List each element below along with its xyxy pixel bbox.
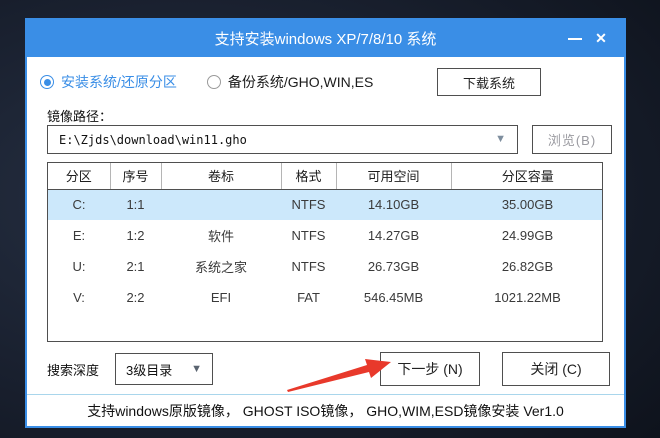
browse-button[interactable]: 浏览(B) bbox=[532, 125, 612, 154]
image-path-value: E:\Zjds\download\win11.gho bbox=[59, 132, 247, 147]
close-button[interactable]: ✕ bbox=[588, 26, 614, 52]
partition-table: 分区 序号 卷标 格式 可用空间 分区容量 C: 1:1 NTFS 14.10 bbox=[47, 162, 603, 342]
download-system-button[interactable]: 下载系统 bbox=[437, 68, 541, 96]
table-row-c[interactable]: C: 1:1 NTFS 14.10GB 35.00GB bbox=[48, 189, 602, 220]
close-window-button[interactable]: 关闭 (C) bbox=[502, 352, 610, 386]
cell-drive: E: bbox=[72, 228, 86, 243]
window-content: 安装系统/还原分区 备份系统/GHO,WIN,ES 下载系统 镜像路径： E:\… bbox=[27, 57, 624, 426]
col-header-capacity: 分区容量 bbox=[451, 163, 602, 190]
cell-volume bbox=[161, 189, 281, 220]
cell-capacity: 26.82GB bbox=[501, 259, 554, 274]
minimize-icon bbox=[568, 37, 582, 40]
cell-format: NTFS bbox=[281, 189, 336, 220]
close-icon: ✕ bbox=[595, 30, 607, 46]
col-header-format: 格式 bbox=[281, 163, 337, 190]
image-path-combobox[interactable]: E:\Zjds\download\win11.gho ▼ bbox=[47, 125, 518, 154]
search-depth-dropdown[interactable]: 3级目录 ▼ bbox=[115, 353, 213, 385]
image-path-label: 镜像路径： bbox=[47, 109, 113, 124]
cell-format: NTFS bbox=[291, 259, 326, 274]
radio-selected-icon bbox=[40, 75, 54, 89]
dropdown-arrow-icon: ▼ bbox=[191, 362, 202, 375]
cell-capacity: 24.99GB bbox=[501, 228, 554, 243]
cell-seq: 2:1 bbox=[126, 259, 145, 274]
cell-free: 14.10GB bbox=[336, 189, 451, 220]
next-step-button[interactable]: 下一步 (N) bbox=[380, 352, 480, 386]
app-window: 支持安装windows XP/7/8/10 系统 ✕ 安装系统/还原分区 备份系… bbox=[25, 18, 626, 428]
table-row-e[interactable]: E: 1:2 软件 NTFS 14.27GB 24.99GB bbox=[48, 220, 602, 251]
table-row-u[interactable]: U: 2:1 系统之家 NTFS 26.73GB 26.82GB bbox=[48, 251, 602, 282]
search-depth-value: 3级目录 bbox=[126, 362, 173, 378]
cell-volume: 系统之家 bbox=[194, 260, 247, 275]
combobox-dropdown-icon: ▼ bbox=[495, 133, 506, 145]
search-depth-label: 搜索深度 bbox=[47, 363, 100, 378]
cell-free: 546.45MB bbox=[363, 290, 424, 305]
cell-volume: EFI bbox=[210, 290, 232, 305]
col-header-partition: 分区 bbox=[48, 163, 111, 190]
cell-seq: 2:2 bbox=[126, 290, 145, 305]
col-header-free: 可用空间 bbox=[336, 163, 452, 190]
table-header-row: 分区 序号 卷标 格式 可用空间 分区容量 bbox=[48, 163, 602, 190]
cell-capacity: 35.00GB bbox=[451, 189, 602, 220]
cell-free: 14.27GB bbox=[367, 228, 420, 243]
radio-backup-label: 备份系统/GHO,WIN,ES bbox=[227, 74, 374, 90]
cell-format: FAT bbox=[297, 290, 320, 305]
title-bar: 支持安装windows XP/7/8/10 系统 ✕ bbox=[27, 20, 624, 57]
status-text: 支持windows原版镜像， GHOST ISO镜像， GHO,WIM,ESD镜… bbox=[87, 402, 564, 419]
cell-free: 26.73GB bbox=[367, 259, 420, 274]
cell-drive: U: bbox=[72, 259, 86, 274]
mode-selector: 安装系统/还原分区 备份系统/GHO,WIN,ES bbox=[40, 72, 373, 92]
status-bar: 支持windows原版镜像， GHOST ISO镜像， GHO,WIM,ESD镜… bbox=[27, 394, 624, 426]
cell-drive: C: bbox=[48, 189, 110, 220]
cell-format: NTFS bbox=[291, 228, 326, 243]
radio-backup[interactable]: 备份系统/GHO,WIN,ES bbox=[206, 72, 374, 92]
cell-drive: V: bbox=[73, 290, 85, 305]
radio-install-restore[interactable]: 安装系统/还原分区 bbox=[40, 72, 177, 92]
radio-unselected-icon bbox=[206, 75, 221, 89]
table-row-v[interactable]: V: 2:2 EFI FAT 546.45MB 1021.22MB bbox=[48, 282, 602, 313]
cell-volume: 软件 bbox=[207, 229, 234, 244]
col-header-volume: 卷标 bbox=[161, 163, 282, 190]
minimize-button[interactable] bbox=[562, 26, 588, 52]
col-header-seq: 序号 bbox=[110, 163, 162, 190]
window-controls: ✕ bbox=[562, 20, 614, 57]
cell-seq: 1:1 bbox=[110, 189, 161, 220]
cell-seq: 1:2 bbox=[126, 228, 145, 243]
cell-capacity: 1021.22MB bbox=[494, 290, 561, 305]
window-title: 支持安装windows XP/7/8/10 系统 bbox=[214, 31, 437, 48]
radio-install-label: 安装系统/还原分区 bbox=[61, 74, 177, 90]
